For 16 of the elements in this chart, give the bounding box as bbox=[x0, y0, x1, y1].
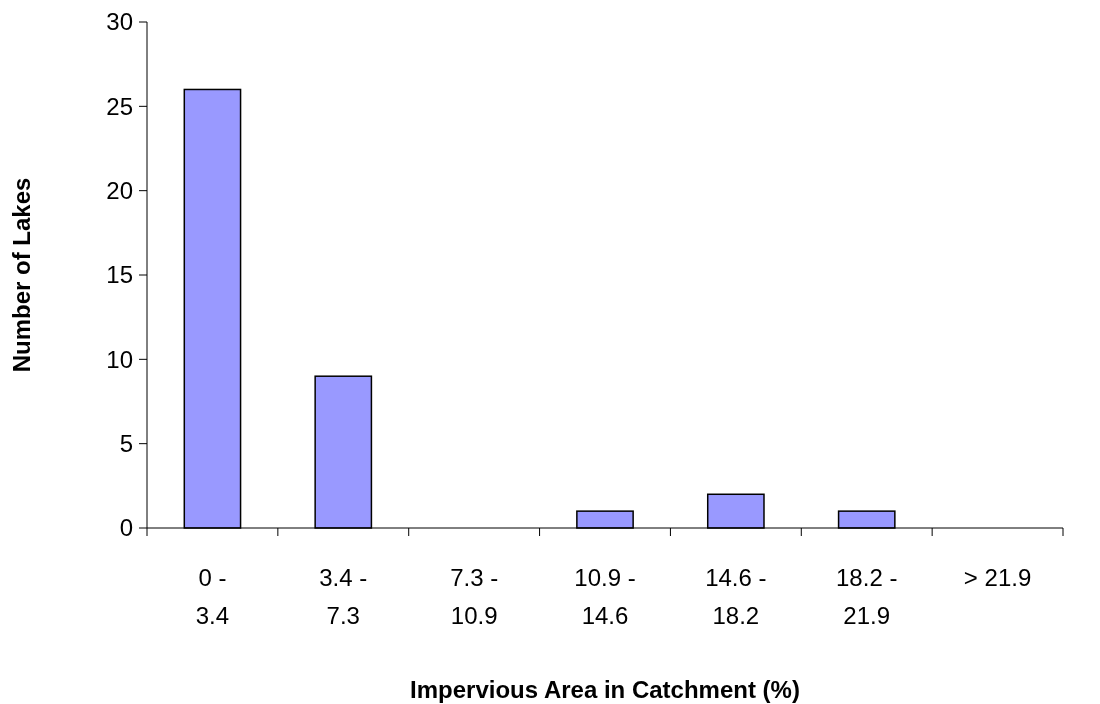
x-tick-label: 7.3 - 10.9 bbox=[450, 564, 499, 629]
x-tick-label: 0 - 3.4 bbox=[195, 564, 230, 629]
x-tick-label: 18.2 - 21.9 bbox=[836, 564, 898, 629]
y-tick-label: 20 bbox=[106, 177, 133, 205]
y-axis-title: Number of Lakes bbox=[8, 177, 35, 373]
y-tick-label: 15 bbox=[106, 261, 133, 289]
x-axis-title: Impervious Area in Catchment (%) bbox=[410, 676, 800, 703]
x-tick-label: > 21.9 bbox=[963, 564, 1032, 591]
y-tick-label: 5 bbox=[119, 430, 133, 458]
x-tick-label: 3.4 - 7.3 bbox=[319, 564, 368, 629]
x-tick-label: 10.9 - 14.6 bbox=[574, 564, 636, 629]
y-tick-label: 0 bbox=[119, 514, 133, 542]
y-tick-label: 25 bbox=[106, 92, 133, 120]
y-tick-label: 10 bbox=[106, 345, 133, 373]
x-tick-label: 14.6 - 18.2 bbox=[705, 564, 767, 629]
y-tick-label: 30 bbox=[106, 8, 133, 36]
